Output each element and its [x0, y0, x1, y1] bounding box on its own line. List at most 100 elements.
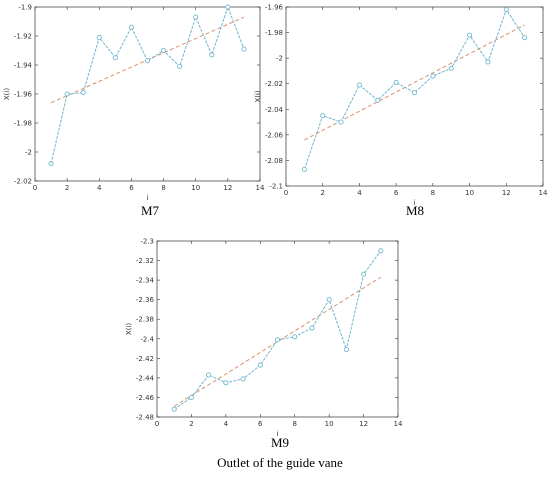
data-point	[177, 63, 183, 69]
x-tick-label: 14	[539, 189, 548, 197]
data-point	[393, 79, 399, 85]
x-tick-label: 10	[465, 189, 474, 197]
chart-caption-m9: M9	[270, 435, 290, 450]
trend-line	[173, 276, 382, 407]
chart-m7: 0 2 4 6 8 10 12 14 -2.02 -2 -1.98 -1.96 -1.94 -1.92 -1…	[3, 4, 265, 203]
y-tick-label: -1.98	[14, 120, 32, 128]
y-tick-label: -2.42	[136, 355, 154, 363]
x-tick-label: 0	[284, 189, 288, 197]
x-tick-label: 4	[357, 189, 362, 197]
data-point	[171, 406, 177, 412]
x-axis-label: i	[277, 430, 279, 438]
chart-caption-m7: M7	[140, 203, 160, 218]
y-tick-label: -2.02	[14, 178, 32, 186]
y-tick-label: -1.96	[14, 91, 33, 99]
y-tick-label: -2.3	[140, 238, 154, 246]
y-tick-label: -2.36	[136, 296, 155, 304]
y-tick-label: -1.92	[14, 33, 32, 41]
y-axis-label: X(i)	[125, 323, 133, 335]
data-point	[240, 376, 246, 382]
data-point	[48, 161, 54, 167]
x-tick-label: 8	[292, 420, 296, 428]
data-point	[112, 55, 118, 61]
y-tick-label: -2.04	[265, 106, 284, 114]
data-point	[361, 271, 367, 277]
y-tick-label: -1.94	[14, 62, 33, 70]
chart-m9: 0 2 4 6 8 10 12 14 -2.48 -2.46 -2.44 -2.42 -2.4 -2.38…	[125, 238, 403, 439]
x-tick-label: 4	[97, 184, 102, 192]
y-tick-label: -1.96	[265, 4, 284, 12]
data-point	[193, 14, 199, 20]
data-point	[188, 394, 194, 400]
chart-panel-m7: 0 2 4 6 8 10 12 14 -2.02 -2 -1.98 -1.96 -1.94 -1.92 -1…	[0, 0, 275, 230]
chart-panel-m8: 0 2 4 6 8 10 12 14 -2.1 -2.08 -2.06 -2.04 -2.02 -2 -1.…	[254, 0, 550, 230]
y-tick-label: -2.02	[265, 80, 283, 88]
x-tick-label: 6	[394, 189, 399, 197]
data-point	[338, 119, 344, 125]
data-point	[241, 46, 247, 52]
data-point	[128, 24, 134, 30]
x-tick-label: 2	[65, 184, 69, 192]
data-point	[96, 34, 102, 41]
x-tick-label: 0	[33, 184, 37, 192]
data-point	[144, 58, 151, 64]
y-axis-label: X(i)	[3, 88, 11, 100]
data-point	[503, 7, 509, 13]
plot-frame	[156, 240, 399, 418]
x-tick-label: 14	[256, 184, 265, 192]
data-point	[223, 380, 229, 386]
data-point	[430, 73, 436, 79]
x-tick-label: 10	[191, 184, 200, 192]
x-tick-label: 6	[129, 184, 134, 192]
data-point	[485, 59, 491, 65]
data-point	[356, 82, 362, 88]
data-point	[225, 4, 231, 10]
data-point	[522, 35, 528, 41]
data-point	[467, 32, 473, 38]
y-tick-label: -2.06	[265, 131, 284, 139]
chart-caption-m8: M8	[405, 203, 425, 218]
y-tick-label: -1.9	[18, 4, 32, 12]
data-point	[448, 65, 454, 71]
y-tick-label: -2.48	[136, 414, 154, 422]
x-tick-label: 2	[189, 420, 193, 428]
y-tick-label: -2	[276, 55, 283, 63]
data-point	[301, 166, 307, 172]
data-point	[378, 248, 384, 254]
y-tick-label: -2.32	[136, 257, 154, 265]
y-tick-label: -1.98	[265, 29, 283, 37]
x-tick-label: 12	[502, 189, 511, 197]
x-axis-label: i	[414, 199, 416, 207]
y-tick-label: -2.44	[136, 374, 155, 382]
data-point	[161, 47, 167, 54]
data-point	[375, 97, 381, 103]
data-point	[292, 334, 298, 340]
data-point	[411, 90, 418, 96]
y-tick-label: -2.46	[136, 394, 155, 402]
x-tick-label: 8	[161, 184, 165, 192]
y-tick-label: -2.38	[136, 316, 154, 324]
data-point	[320, 113, 326, 119]
x-tick-label: 12	[223, 184, 232, 192]
x-axis-label: i	[147, 194, 149, 202]
x-tick-label: 10	[325, 420, 334, 428]
y-tick-label: -2.1	[269, 183, 283, 191]
data-point	[309, 325, 315, 331]
chart-panel-m9: 0 2 4 6 8 10 12 14 -2.48 -2.46 -2.44 -2.42 -2.4 -2.38…	[125, 232, 420, 477]
x-tick-label: 0	[155, 420, 159, 428]
y-axis-label: X(i)	[254, 90, 262, 102]
data-point	[80, 90, 86, 96]
data-point	[64, 91, 70, 97]
x-tick-label: 4	[224, 420, 229, 428]
trend-line	[304, 24, 525, 141]
data-point	[343, 346, 349, 353]
x-tick-label: 8	[431, 189, 435, 197]
chart-m8: 0 2 4 6 8 10 12 14 -2.1 -2.08 -2.06 -2.04 -2.02 -2 -1.…	[254, 4, 548, 208]
data-point	[206, 372, 212, 378]
data-point	[274, 337, 281, 343]
data-point	[209, 52, 215, 58]
series-line	[173, 250, 382, 410]
y-tick-label: -2.34	[136, 277, 155, 285]
data-point	[257, 362, 263, 368]
series-line	[303, 8, 526, 170]
